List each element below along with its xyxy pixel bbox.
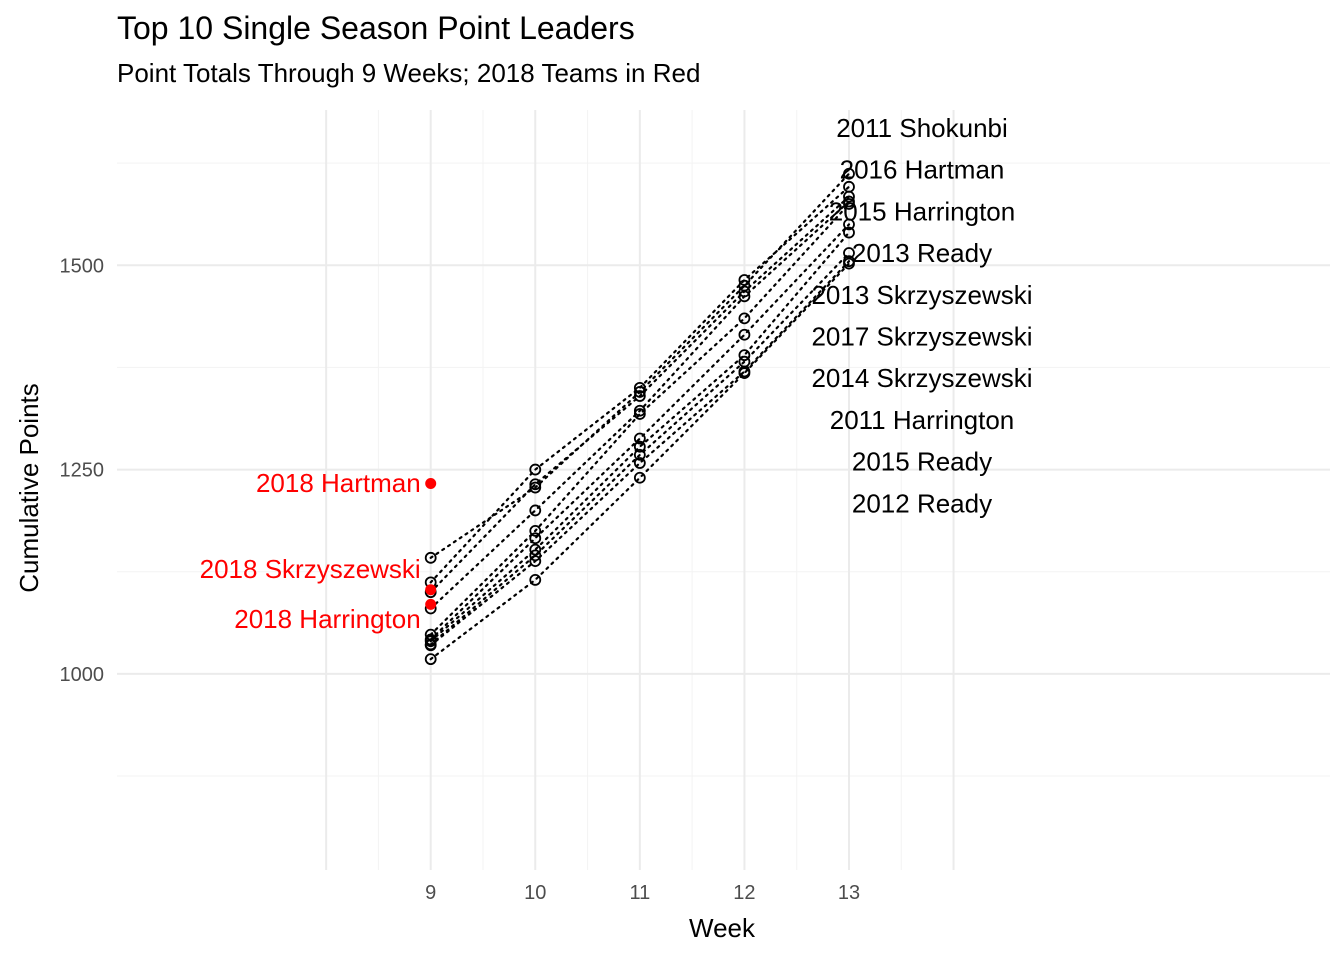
current-team-points: 2018 Hartman 2018 Skrzyszewski 2018 Harrin… xyxy=(200,468,437,634)
axes: Cumulative Points Week 1000 1250 1500 9 10 11… xyxy=(14,255,860,943)
current-team-point xyxy=(425,478,436,489)
series-name-label: 2013 Skrzyszewski xyxy=(811,280,1032,310)
series-name-label: 2014 Skrzyszewski xyxy=(811,363,1032,393)
y-tick-label: 1250 xyxy=(60,460,105,482)
series-name-labels: 2011 Shokunbi 2016 Hartman 2015 Harrington… xyxy=(811,113,1032,518)
x-tick-label: 11 xyxy=(629,882,650,904)
x-tick-label: 10 xyxy=(524,882,546,904)
series-name-label: 2017 Skrzyszewski xyxy=(811,322,1032,352)
current-team-label: 2018 Harrington xyxy=(234,604,420,634)
x-tick-label: 9 xyxy=(425,882,436,904)
x-axis-title: Week xyxy=(689,913,756,943)
series-name-label: 2012 Ready xyxy=(852,488,992,518)
series-name-label: 2011 Shokunbi xyxy=(836,113,1008,143)
current-team-label: 2018 Hartman xyxy=(256,468,421,498)
y-axis-title: Cumulative Points xyxy=(14,383,44,593)
y-tick-label: 1500 xyxy=(60,255,105,277)
x-tick-label: 12 xyxy=(733,882,755,904)
x-tick-label: 13 xyxy=(838,882,860,904)
series-name-label: 2015 Harrington xyxy=(829,196,1015,226)
series-name-label: 2011 Harrington xyxy=(830,405,1015,435)
series-name-label: 2016 Hartman xyxy=(840,155,1005,185)
y-tick-label: 1000 xyxy=(60,664,105,686)
current-team-point xyxy=(425,584,436,595)
current-team-label: 2018 Skrzyszewski xyxy=(200,554,421,584)
current-team-point xyxy=(425,599,436,610)
series-name-label: 2013 Ready xyxy=(852,238,992,268)
series-name-label: 2015 Ready xyxy=(852,447,992,477)
